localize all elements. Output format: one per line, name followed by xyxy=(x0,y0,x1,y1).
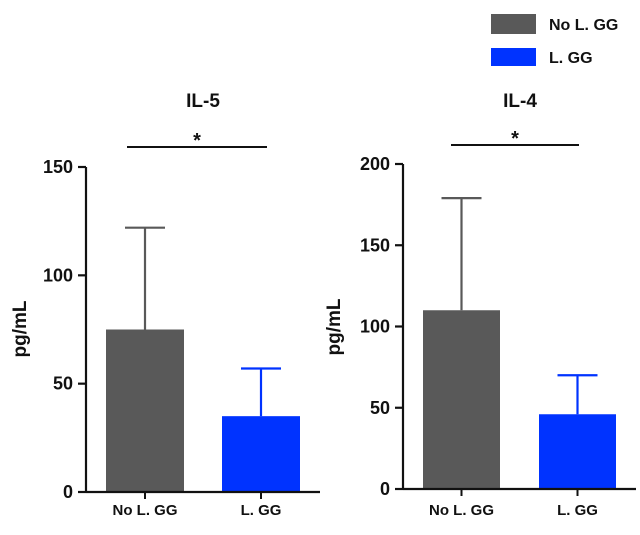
y-tick-label: 0 xyxy=(63,482,73,502)
legend-label-lgg: L. GG xyxy=(549,50,593,67)
legend-swatch-lgg xyxy=(491,48,536,66)
chart-panel-il4: IL-4 pg/mL No L. GG L. GG * 0 50 100 150 200 xyxy=(324,91,636,519)
x-tick-label: No L. GG xyxy=(113,502,178,519)
significance-marker: * xyxy=(193,130,201,152)
y-tick-label: 200 xyxy=(360,154,390,174)
bar xyxy=(222,416,300,492)
y-tick-label: 50 xyxy=(370,398,390,418)
chart-title: IL-4 xyxy=(503,91,537,112)
y-tick-label: 100 xyxy=(43,265,73,285)
y-tick-label: 150 xyxy=(360,235,390,255)
y-tick-label: 50 xyxy=(53,374,73,394)
bar xyxy=(423,310,500,489)
bar xyxy=(539,414,616,489)
legend-label-no-lgg: No L. GG xyxy=(549,17,618,34)
y-axis-label: pg/mL xyxy=(10,300,31,357)
legend-swatch-no-lgg xyxy=(491,14,536,34)
chart-title: IL-5 xyxy=(186,91,220,112)
chart-panel-il5: IL-5 pg/mL No L. GG L. GG * 0 50 100 150 xyxy=(10,91,320,519)
x-tick-label: L. GG xyxy=(241,502,282,519)
legend: No L. GG L. GG xyxy=(491,14,618,67)
x-tick-label: L. GG xyxy=(557,502,598,519)
x-tick-label: No L. GG xyxy=(429,502,494,519)
y-tick-label: 0 xyxy=(380,479,390,499)
bar xyxy=(106,329,184,492)
y-axis-label: pg/mL xyxy=(324,298,345,355)
y-tick-label: 100 xyxy=(360,317,390,337)
significance-marker: * xyxy=(511,128,519,150)
y-tick-label: 150 xyxy=(43,157,73,177)
